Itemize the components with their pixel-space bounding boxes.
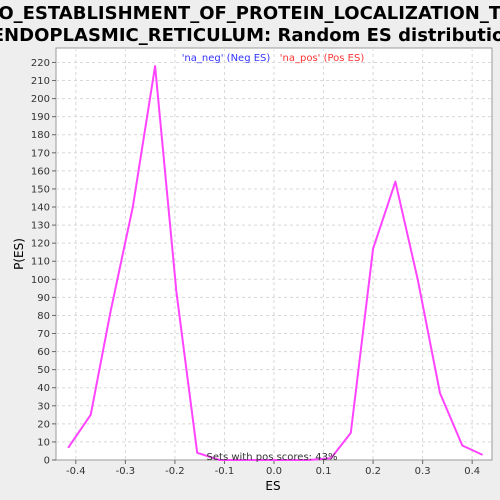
data-point	[439, 392, 441, 394]
y-tick-label: 60	[37, 347, 50, 358]
y-tick-label: 30	[37, 401, 50, 412]
y-tick-label: 90	[37, 293, 50, 304]
y-tick-label: 110	[31, 257, 50, 268]
data-point	[372, 247, 374, 250]
data-point	[67, 446, 70, 449]
y-tick-label: 170	[31, 148, 50, 159]
x-tick-label: -0.1	[215, 466, 235, 477]
x-tick-label: 0.4	[464, 466, 480, 477]
y-tick-label: 200	[31, 94, 50, 105]
data-point	[131, 206, 134, 208]
data-point	[394, 180, 397, 183]
grid	[56, 48, 492, 460]
data-point	[218, 459, 221, 461]
data-point	[416, 278, 419, 281]
x-tick-label: 0.0	[266, 466, 282, 477]
y-tick-label: 190	[31, 112, 50, 123]
x-tick-label: -0.4	[66, 466, 86, 477]
y-tick-label: 210	[31, 76, 50, 87]
y-tick-label: 70	[37, 329, 50, 340]
y-tick-label: 100	[31, 275, 50, 286]
legend-entry: 'na_pos' (Pos ES)	[280, 53, 365, 64]
y-tick-label: 220	[31, 58, 50, 69]
data-point	[307, 459, 310, 461]
y-axis: 0 10 20 30 40 50 60 70 80 90 100 110 120 130 140 150 160…	[31, 58, 56, 467]
data-point	[154, 65, 156, 67]
y-axis-label: P(ES)	[12, 238, 26, 270]
x-axis: -0.4 -0.3 -0.2 -0.1 0.0 0.1 0.2 0.3 0.4	[66, 460, 480, 477]
y-tick-label: 130	[31, 221, 50, 232]
y-tick-label: 160	[31, 166, 50, 177]
x-tick-label: -0.3	[116, 466, 136, 477]
data-point	[330, 457, 332, 459]
x-tick-label: -0.2	[165, 466, 185, 477]
data-point	[349, 432, 352, 434]
y-tick-label: 40	[37, 383, 50, 394]
data-point	[175, 291, 178, 293]
data-point	[461, 444, 464, 447]
y-tick-label: 10	[37, 437, 50, 448]
data-point	[481, 453, 483, 456]
data-point	[109, 311, 112, 313]
chart-annotation: Sets with pos scores: 43%	[207, 452, 338, 463]
y-tick-label: 50	[37, 365, 50, 376]
x-tick-label: 0.1	[316, 466, 332, 477]
y-tick-label: 150	[31, 184, 50, 195]
legend: 'na_neg' (Neg ES) 'na_pos' (Pos ES)	[182, 53, 365, 64]
legend-entry: 'na_neg' (Neg ES)	[182, 53, 271, 64]
data-point	[273, 459, 275, 461]
y-tick-label: 140	[31, 203, 50, 214]
y-tick-label: 0	[44, 456, 50, 467]
chart-title-line-2: _ENDOPLASMIC_RETICULUM: Random ES distri…	[0, 25, 500, 46]
y-tick-label: 120	[31, 239, 50, 250]
x-tick-label: 0.3	[415, 466, 431, 477]
data-point	[196, 451, 199, 454]
y-tick-label: 80	[37, 311, 50, 322]
data-point	[238, 459, 241, 461]
x-tick-label: 0.2	[365, 466, 381, 477]
series-layer	[67, 65, 483, 461]
data-point	[89, 414, 92, 416]
y-tick-label: 180	[31, 130, 50, 141]
y-tick-label: 20	[37, 419, 50, 430]
chart-title-line-1: GO_ESTABLISHMENT_OF_PROTEIN_LOCALIZATION…	[0, 3, 500, 24]
x-axis-label: ES	[265, 479, 280, 493]
